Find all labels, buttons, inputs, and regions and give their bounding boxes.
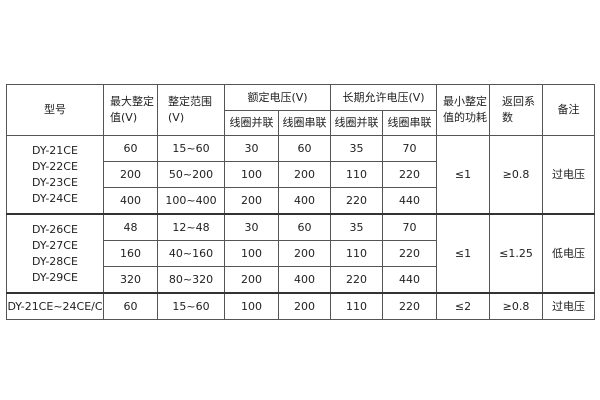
value-cell: 70 xyxy=(382,135,438,162)
value-cell: 40~160 xyxy=(157,240,225,267)
model-cell: DY-21CE~24CE/C xyxy=(6,292,104,320)
header-rated-voltage: 额定电压(V) xyxy=(223,84,332,111)
value-cell: 320 xyxy=(103,266,158,294)
value-cell: 200 xyxy=(224,187,279,215)
value-cell: 12~48 xyxy=(157,213,225,241)
header-rated-series: 线圈串联 xyxy=(277,110,332,136)
header-max-setting: 最大整定值(V) xyxy=(103,84,158,136)
power-cell: ≤1 xyxy=(436,135,491,215)
model-name: DY-26CE xyxy=(32,222,78,236)
value-cell: 48 xyxy=(103,213,158,241)
model-name: DY-21CE~24CE/C xyxy=(7,299,103,313)
header-model: 型号 xyxy=(6,84,104,136)
model-name: DY-23CE xyxy=(32,175,78,189)
table-row: 400 100~400 200 400 220 440 xyxy=(7,187,595,215)
value-cell: 60 xyxy=(103,135,158,162)
value-cell: 100 xyxy=(224,161,279,188)
value-cell: 220 xyxy=(382,240,438,267)
value-cell: 100 xyxy=(224,240,279,267)
value-cell: 220 xyxy=(330,187,384,215)
return-coef-cell: ≥0.8 xyxy=(489,135,544,215)
value-cell: 80~320 xyxy=(157,266,225,294)
table-row: 160 40~160 100 200 110 220 xyxy=(7,240,595,267)
model-name: DY-29CE xyxy=(32,270,78,284)
value-cell: 60 xyxy=(277,213,332,241)
value-cell: 100 xyxy=(224,292,279,320)
power-cell: ≤2 xyxy=(436,292,491,320)
model-name: DY-24CE xyxy=(32,191,78,205)
value-cell: 70 xyxy=(382,213,438,241)
value-cell: 15~60 xyxy=(157,135,225,162)
model-cell: DY-26CE DY-27CE DY-28CE DY-29CE xyxy=(6,213,104,294)
value-cell: 160 xyxy=(103,240,158,267)
value-cell: 60 xyxy=(277,135,332,162)
value-cell: 110 xyxy=(330,240,384,267)
value-cell: 200 xyxy=(277,161,332,188)
value-cell: 400 xyxy=(277,187,332,215)
value-cell: 30 xyxy=(224,213,279,241)
header-long-parallel: 线圈并联 xyxy=(330,110,384,136)
power-cell: ≤1 xyxy=(436,213,491,294)
value-cell: 400 xyxy=(103,187,158,215)
header-long-series: 线圈串联 xyxy=(382,110,438,136)
table-row: DY-21CE~24CE/C 60 15~60 100 200 110 220 ≤2 ≥0.8 过… xyxy=(6,292,596,320)
return-coef-cell: ≥0.8 xyxy=(489,292,544,320)
value-cell: 200 xyxy=(103,161,158,188)
header-rated-parallel: 线圈并联 xyxy=(224,110,279,136)
value-cell: 220 xyxy=(382,292,438,320)
remark-cell: 过电压 xyxy=(542,135,596,215)
remark-cell: 过电压 xyxy=(542,292,596,320)
model-name: DY-21CE xyxy=(32,143,78,157)
value-cell: 440 xyxy=(382,187,438,215)
value-cell: 50~200 xyxy=(157,161,225,188)
header-return-coef: 返回系数 xyxy=(489,84,544,136)
value-cell: 110 xyxy=(330,292,384,320)
header-min-power: 最小整定值的功耗 xyxy=(436,84,491,136)
model-name: DY-27CE xyxy=(32,238,78,252)
table-row: DY-26CE DY-27CE DY-28CE DY-29CE 48 12~48 30 60 3… xyxy=(6,213,596,294)
value-cell: 200 xyxy=(277,292,332,320)
value-cell: 220 xyxy=(382,161,438,188)
value-cell: 200 xyxy=(224,266,279,294)
model-name: DY-22CE xyxy=(32,159,78,173)
value-cell: 100~400 xyxy=(157,187,225,215)
value-cell: 35 xyxy=(330,213,384,241)
value-cell: 110 xyxy=(330,161,384,188)
value-cell: 220 xyxy=(330,266,384,294)
value-cell: 440 xyxy=(382,266,438,294)
remark-cell: 低电压 xyxy=(542,213,596,294)
value-cell: 15~60 xyxy=(157,292,225,320)
table-row: DY-21CE DY-22CE DY-23CE DY-24CE 60 15~60 30 60 3… xyxy=(6,135,596,215)
model-name: DY-28CE xyxy=(32,254,78,268)
value-cell: 60 xyxy=(103,292,158,320)
return-coef-cell: ≤1.25 xyxy=(489,213,544,294)
table-row: 320 80~320 200 400 220 440 xyxy=(7,266,595,294)
value-cell: 35 xyxy=(330,135,384,162)
value-cell: 200 xyxy=(277,240,332,267)
model-cell: DY-21CE DY-22CE DY-23CE DY-24CE xyxy=(6,135,104,215)
value-cell: 30 xyxy=(224,135,279,162)
spec-table: 型号 最大整定值(V) 整定范围(V) 额定电压(V) 长期允许电压(V) 最小… xyxy=(6,84,596,320)
header-remark: 备注 xyxy=(542,84,596,136)
header-setting-range: 整定范围(V) xyxy=(157,84,225,136)
header-long-term-voltage: 长期允许电压(V) xyxy=(330,84,438,111)
value-cell: 400 xyxy=(277,266,332,294)
table-row: 200 50~200 100 200 110 220 xyxy=(7,161,595,188)
